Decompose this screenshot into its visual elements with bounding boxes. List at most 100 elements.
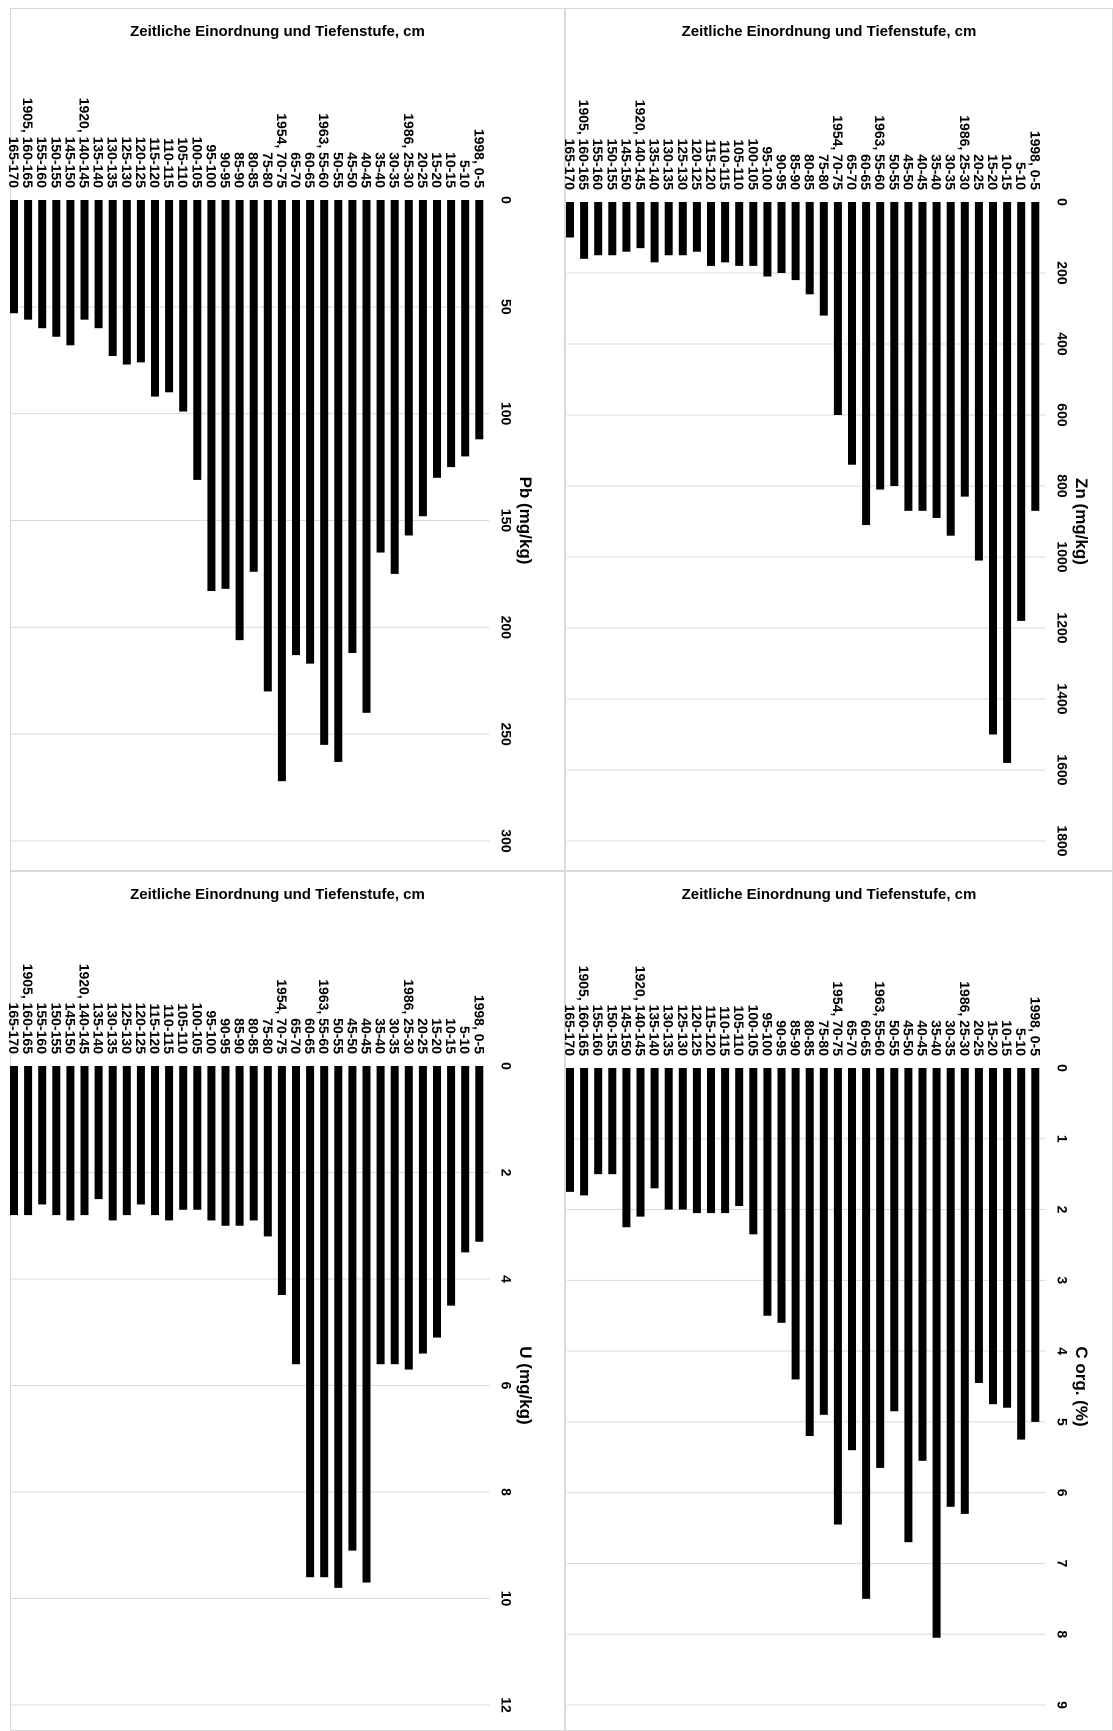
category-label: 90-95 <box>774 154 790 190</box>
tick-label: 150 <box>498 509 514 533</box>
bar <box>221 1066 230 1226</box>
tick-label: 1 <box>1054 1135 1070 1143</box>
bar <box>791 202 800 281</box>
category-label: 125-130 <box>675 139 691 191</box>
category-label: 145-150 <box>62 1003 78 1055</box>
bar <box>622 202 631 252</box>
category-label: 165-170 <box>6 137 22 189</box>
category-label: 145-150 <box>618 139 634 191</box>
bar <box>890 202 899 486</box>
category-label: 105-110 <box>175 137 191 188</box>
bar <box>636 1068 645 1217</box>
bar <box>179 1066 188 1210</box>
axis-title: Zn (mg/kg) <box>1072 478 1091 565</box>
bar <box>904 202 913 511</box>
category-label: 50-55 <box>886 1020 902 1056</box>
category-label: 85-90 <box>232 1018 248 1054</box>
category-label: 45-50 <box>344 1018 360 1054</box>
category-label: 80-85 <box>802 1020 818 1056</box>
chart-frame <box>10 871 565 1731</box>
bar <box>249 200 258 572</box>
bar <box>306 200 315 664</box>
bar <box>221 200 230 589</box>
bar <box>348 1066 357 1551</box>
bar <box>362 1066 371 1583</box>
category-label: 115-120 <box>703 139 719 190</box>
bar <box>418 1066 427 1354</box>
category-label: 165-170 <box>562 139 578 191</box>
bar <box>122 200 131 365</box>
bar <box>791 1068 800 1380</box>
category-label: 150-155 <box>604 1005 620 1057</box>
bar <box>566 1068 574 1192</box>
bar <box>24 200 33 320</box>
category-label: 155-160 <box>34 1003 50 1055</box>
bar <box>404 200 413 536</box>
axis-title: C org. (%) <box>1072 1346 1091 1426</box>
category-label: 110-115 <box>161 1004 177 1054</box>
category-label: 155-160 <box>590 139 606 191</box>
category-label: 75-80 <box>816 1020 832 1056</box>
bar <box>833 1068 842 1525</box>
bar <box>707 202 715 266</box>
category-label: 145-150 <box>62 137 78 189</box>
category-label: 120-125 <box>133 1003 149 1055</box>
bar <box>819 202 828 316</box>
bar <box>664 1068 673 1210</box>
tick-label: 100 <box>498 402 514 426</box>
category-label: 1920, 140-145 <box>633 100 649 191</box>
bar <box>151 200 159 397</box>
category-label: 135-140 <box>91 1003 107 1055</box>
bar <box>580 1068 589 1196</box>
category-label: 20-25 <box>971 154 987 190</box>
tick-label: 9 <box>1054 1701 1070 1709</box>
bar <box>179 200 188 412</box>
category-label: 110-115 <box>717 1006 733 1056</box>
bar <box>418 200 427 517</box>
category-label: 80-85 <box>802 154 818 190</box>
bar <box>277 1066 286 1295</box>
bar <box>334 1066 343 1588</box>
category-label: 75-80 <box>816 154 832 190</box>
category-label: 30-35 <box>387 152 403 188</box>
category-label: 95-100 <box>759 146 775 190</box>
category-label: 165-170 <box>6 1003 22 1055</box>
category-label: 40-45 <box>915 1020 931 1056</box>
bar <box>447 200 456 468</box>
category-label: 20-25 <box>415 152 431 188</box>
tick-label: 0 <box>498 1062 514 1070</box>
bar <box>1017 1068 1026 1440</box>
category-label: 10-15 <box>443 152 459 188</box>
category-label: 1920, 140-145 <box>77 964 93 1055</box>
category-label: 1998, 0-5 <box>1027 997 1043 1056</box>
bar <box>66 1066 75 1221</box>
bar <box>38 1066 47 1205</box>
category-label: 15-20 <box>429 152 445 188</box>
bar <box>876 1068 885 1468</box>
bar <box>608 1068 617 1175</box>
category-label: 110-115 <box>161 138 177 188</box>
bar <box>763 1068 772 1316</box>
category-label: 130-135 <box>105 1003 121 1055</box>
bar <box>678 202 687 256</box>
category-label: 65-70 <box>288 152 304 188</box>
bar <box>52 200 61 337</box>
category-label: 1986, 25-30 <box>957 981 973 1056</box>
tick-label: 1200 <box>1054 612 1070 643</box>
bar <box>932 1068 941 1638</box>
chart-frame <box>10 8 565 871</box>
category-label: 1954, 70-75 <box>830 115 846 190</box>
category-label: 115-120 <box>147 137 163 188</box>
category-label: 85-90 <box>232 152 248 188</box>
bar <box>1031 202 1040 511</box>
axis-title: U (mg/kg) <box>516 1346 535 1424</box>
category-label: 5-10 <box>457 160 473 188</box>
category-label: 1905, 160-165 <box>20 964 36 1055</box>
bar <box>692 202 701 252</box>
category-label: 60-65 <box>302 152 318 188</box>
tick-label: 250 <box>498 722 514 746</box>
category-label: 65-70 <box>844 1020 860 1056</box>
category-label: 80-85 <box>246 1018 262 1054</box>
